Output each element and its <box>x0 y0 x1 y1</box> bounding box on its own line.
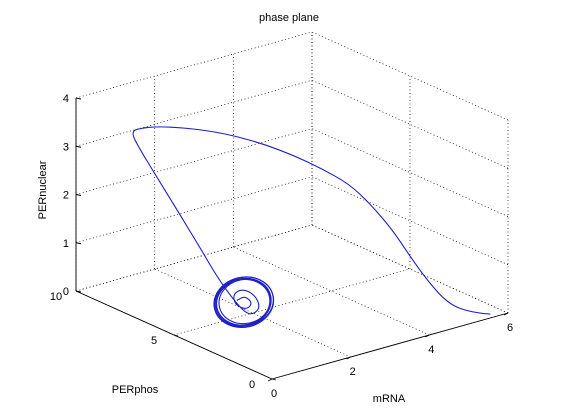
x-tick-label: 2 <box>350 366 356 378</box>
y-axis-label: PERphos <box>112 384 159 396</box>
z-tick-mark <box>75 290 82 293</box>
grid-line-z-backwall <box>75 79 313 147</box>
grid-line-z-sidewall <box>311 128 509 217</box>
grid-line-z-backwall <box>75 176 313 244</box>
x-tick-mark <box>267 378 273 382</box>
x-tick-label: 6 <box>507 322 513 334</box>
limit-cycle-loop <box>214 276 274 327</box>
x-tick-mark <box>346 356 351 360</box>
grid-layer <box>75 31 509 380</box>
y-tick-label: 5 <box>151 335 157 347</box>
limit-cycle-loop <box>218 278 272 325</box>
z-tick-mark <box>75 145 82 148</box>
grid-line-z-sidewall <box>311 31 509 121</box>
x-tick-label: 0 <box>271 388 277 400</box>
z-tick-label: 3 <box>63 141 69 153</box>
grid-line-x-floor <box>154 268 351 358</box>
grid-line-z-backwall <box>75 31 313 99</box>
z-tick-mark <box>75 97 82 100</box>
z-tick-mark <box>75 194 82 196</box>
axes-box <box>75 98 509 380</box>
grid-line-z-sidewall <box>311 224 509 314</box>
trajectory-line <box>132 126 491 315</box>
chart-title: phase plane <box>259 12 319 24</box>
y-tick-mark <box>271 378 277 381</box>
grid-line-z-sidewall <box>311 79 509 169</box>
grid-line-z-backwall <box>75 224 313 292</box>
z-axis-label: PERnuclear <box>37 160 49 219</box>
y-tick-mark <box>173 334 179 337</box>
x-tick-label: 4 <box>428 344 434 356</box>
x-axis-line <box>271 312 509 380</box>
x-tick-mark <box>425 334 430 338</box>
limit-cycle-loop <box>213 277 272 328</box>
grid-line-z-sidewall <box>311 176 509 266</box>
grid-line-x-floor <box>233 246 430 336</box>
z-tick-label: 2 <box>63 190 69 202</box>
y-tick-label: 0 <box>249 379 255 391</box>
y-tick-label: 10 <box>50 291 62 303</box>
x-tick-mark <box>503 312 509 316</box>
z-tick-mark <box>75 242 82 245</box>
z-tick-label: 0 <box>63 286 69 298</box>
grid-line-z-backwall <box>75 128 313 195</box>
grid-line-y-floor <box>173 268 411 336</box>
z-tick-label: 4 <box>63 93 69 105</box>
z-tick-label: 1 <box>63 238 69 250</box>
trajectory-layer <box>132 126 491 328</box>
x-axis-label: mRNA <box>373 393 406 405</box>
